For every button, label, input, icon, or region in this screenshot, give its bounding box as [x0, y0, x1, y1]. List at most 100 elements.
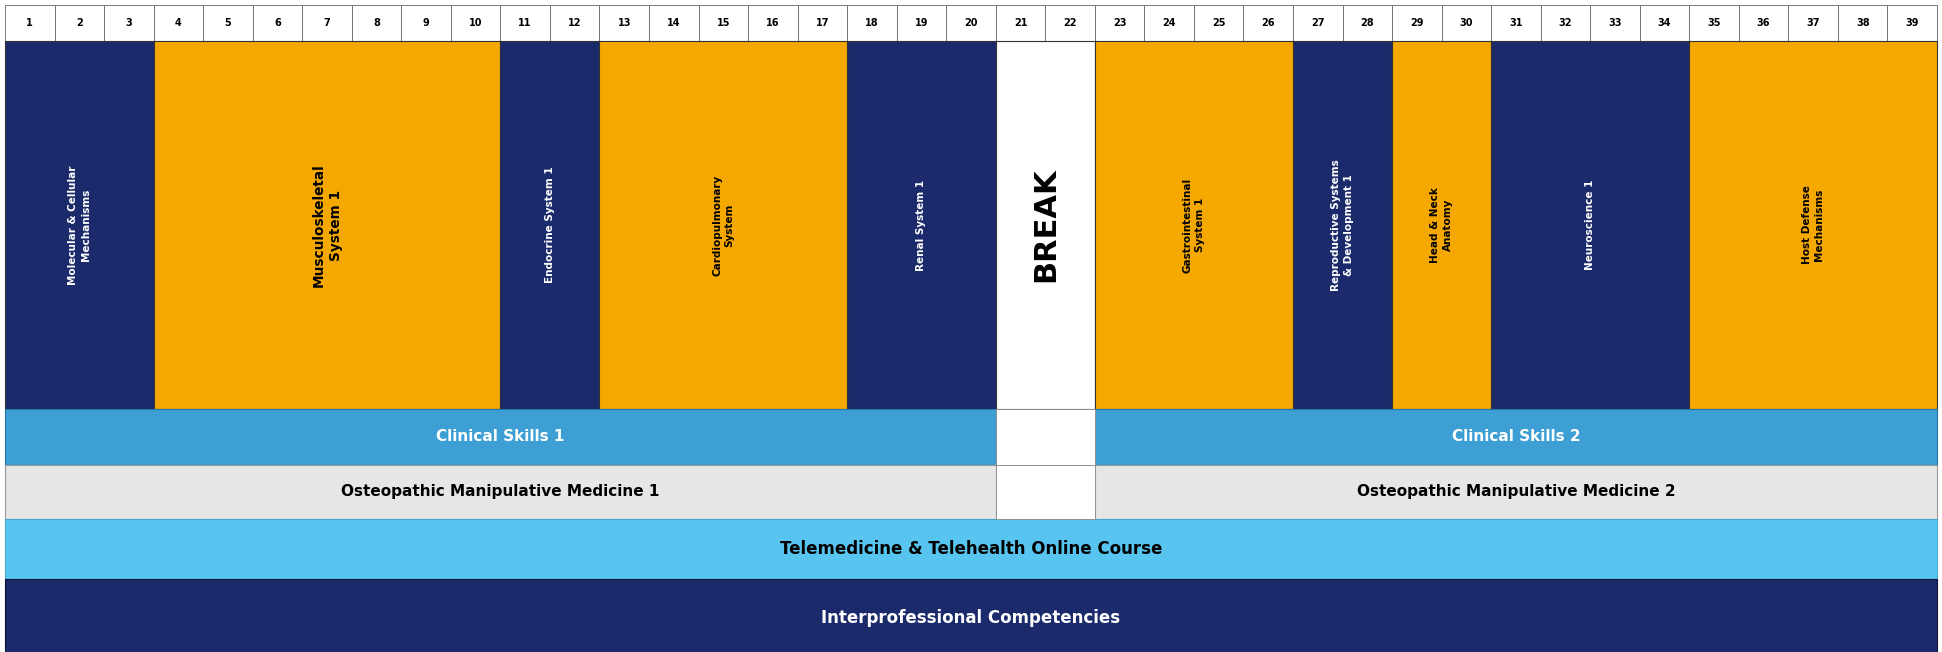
Bar	[1095, 41, 1293, 409]
Bar	[798, 5, 847, 41]
Bar	[1491, 41, 1690, 409]
Text: Renal System 1: Renal System 1	[917, 179, 926, 271]
Bar	[996, 465, 1095, 519]
Text: 7: 7	[324, 18, 330, 28]
Text: Endocrine System 1: Endocrine System 1	[546, 167, 555, 284]
Text: 1: 1	[27, 18, 33, 28]
Text: 3: 3	[126, 18, 132, 28]
Text: 5: 5	[225, 18, 231, 28]
Text: 31: 31	[1509, 18, 1523, 28]
Bar	[6, 519, 1936, 579]
Text: 28: 28	[1361, 18, 1375, 28]
Bar	[1690, 5, 1738, 41]
Text: 20: 20	[965, 18, 977, 28]
Text: 16: 16	[765, 18, 779, 28]
Bar	[1738, 5, 1789, 41]
Text: 39: 39	[1905, 18, 1919, 28]
Text: 15: 15	[717, 18, 730, 28]
Bar	[1491, 5, 1540, 41]
Text: 17: 17	[816, 18, 829, 28]
Bar	[847, 5, 897, 41]
Bar	[1293, 5, 1342, 41]
Text: 29: 29	[1410, 18, 1423, 28]
Text: 37: 37	[1806, 18, 1820, 28]
Bar	[897, 5, 946, 41]
Bar	[600, 41, 847, 409]
Bar	[501, 41, 600, 409]
Text: 30: 30	[1460, 18, 1474, 28]
Bar	[6, 579, 1936, 652]
Text: 24: 24	[1163, 18, 1177, 28]
Bar	[402, 5, 451, 41]
Text: 12: 12	[567, 18, 581, 28]
Text: 36: 36	[1758, 18, 1771, 28]
Text: 26: 26	[1262, 18, 1276, 28]
Text: Neuroscience 1: Neuroscience 1	[1585, 180, 1594, 270]
Text: 19: 19	[915, 18, 928, 28]
Bar	[6, 409, 996, 465]
Text: Cardiopulmonary
System: Cardiopulmonary System	[713, 175, 734, 276]
Bar	[6, 465, 996, 519]
Text: 35: 35	[1707, 18, 1721, 28]
Bar	[153, 41, 501, 409]
Bar	[451, 5, 501, 41]
Bar	[1392, 5, 1441, 41]
Text: BREAK: BREAK	[1031, 168, 1060, 282]
Text: Gastrointestinal
System 1: Gastrointestinal System 1	[1183, 177, 1206, 273]
Bar	[252, 5, 303, 41]
Text: 32: 32	[1559, 18, 1573, 28]
Text: 2: 2	[76, 18, 84, 28]
Text: Molecular & Cellular
Mechanisms: Molecular & Cellular Mechanisms	[68, 166, 91, 285]
Text: Musculoskeletal
System 1: Musculoskeletal System 1	[311, 163, 342, 287]
Bar	[847, 41, 996, 409]
Bar	[748, 5, 798, 41]
Text: 25: 25	[1212, 18, 1225, 28]
Text: Host Defense
Mechanisms: Host Defense Mechanisms	[1802, 186, 1824, 265]
Text: 38: 38	[1857, 18, 1870, 28]
Text: 27: 27	[1311, 18, 1324, 28]
Bar	[550, 5, 600, 41]
Text: 21: 21	[1014, 18, 1027, 28]
Bar	[352, 5, 402, 41]
Text: Clinical Skills 1: Clinical Skills 1	[437, 430, 565, 445]
Bar	[1045, 5, 1095, 41]
Bar	[105, 5, 153, 41]
Bar	[1888, 5, 1936, 41]
Text: 18: 18	[864, 18, 878, 28]
Text: 34: 34	[1658, 18, 1672, 28]
Text: Head & Neck
Anatomy: Head & Neck Anatomy	[1431, 187, 1453, 263]
Bar	[1789, 5, 1837, 41]
Text: 10: 10	[468, 18, 482, 28]
Bar	[1392, 41, 1491, 409]
Text: Clinical Skills 2: Clinical Skills 2	[1451, 430, 1581, 445]
Bar	[1441, 5, 1491, 41]
Text: Osteopathic Manipulative Medicine 1: Osteopathic Manipulative Medicine 1	[342, 484, 660, 499]
Text: 13: 13	[618, 18, 631, 28]
Bar	[153, 5, 204, 41]
Text: 14: 14	[666, 18, 680, 28]
Text: Interprofessional Competencies: Interprofessional Competencies	[821, 609, 1121, 627]
Bar	[1243, 5, 1293, 41]
Text: 23: 23	[1113, 18, 1126, 28]
Bar	[1540, 5, 1590, 41]
Bar	[6, 41, 153, 409]
Bar	[204, 5, 252, 41]
Bar	[1837, 5, 1888, 41]
Bar	[1342, 5, 1392, 41]
Text: Reproductive Systems
& Development 1: Reproductive Systems & Development 1	[1332, 159, 1354, 291]
Bar	[1293, 41, 1392, 409]
Bar	[1095, 465, 1936, 519]
Text: 9: 9	[423, 18, 429, 28]
Bar	[600, 5, 649, 41]
Text: Telemedicine & Telehealth Online Course: Telemedicine & Telehealth Online Course	[781, 540, 1161, 557]
Bar	[946, 5, 996, 41]
Bar	[1144, 5, 1194, 41]
Bar	[649, 5, 699, 41]
Bar	[303, 5, 352, 41]
Bar	[1690, 41, 1936, 409]
Bar	[1590, 5, 1639, 41]
Text: 33: 33	[1608, 18, 1622, 28]
Text: 6: 6	[274, 18, 282, 28]
Text: 8: 8	[373, 18, 381, 28]
Bar	[996, 409, 1095, 465]
